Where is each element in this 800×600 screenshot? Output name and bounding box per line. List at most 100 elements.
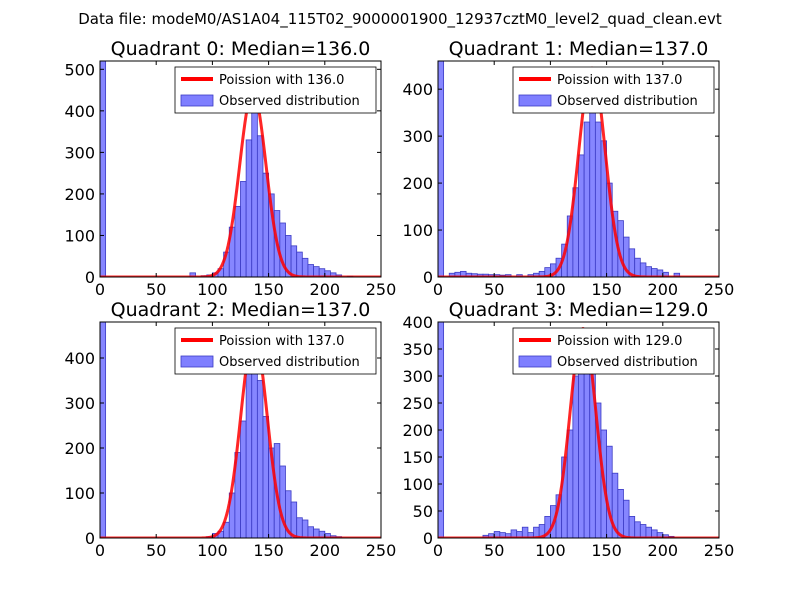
histogram-bar <box>256 135 264 277</box>
quadrant-2-plot-area <box>100 322 381 538</box>
histogram-bar <box>296 517 303 538</box>
legend-line-label: Poission with 137.0 <box>219 334 344 349</box>
chart-title: Quadrant 1: Median=137.0 <box>449 38 709 60</box>
legend-bar-swatch <box>518 94 552 107</box>
x-tick-label: 50 <box>146 280 166 299</box>
y-tick-label: 400 <box>64 102 95 121</box>
histogram-bar <box>589 98 596 277</box>
histogram-bar <box>578 154 585 277</box>
y-tick-label: 0 <box>85 268 95 287</box>
y-tick-label: 200 <box>64 439 95 458</box>
y-tick-label: 100 <box>402 221 433 240</box>
y-tick-label: 400 <box>64 349 95 368</box>
legend: Poission with 129.0 Observed distribution <box>512 327 715 375</box>
histogram-bar <box>240 181 247 277</box>
histogram-bar <box>189 272 196 277</box>
legend-line-label: Poission with 129.0 <box>557 334 682 349</box>
histogram-bar <box>617 488 624 538</box>
chart-title: Quadrant 0: Median=136.0 <box>111 38 371 60</box>
histogram-bar <box>251 348 258 538</box>
quadrant-3-chart: 0 50 100 150 200 250 0 50 100 150 200 250 300 350 400 Q… <box>402 299 734 560</box>
histogram-bar <box>623 499 630 538</box>
histogram-bar <box>634 521 641 538</box>
x-tick-label: 0 <box>433 280 443 299</box>
y-tick-label: 300 <box>64 394 95 413</box>
legend-bar-label: Observed distribution <box>219 355 360 370</box>
legend-bar-swatch <box>180 94 214 107</box>
y-tick-label: 200 <box>64 185 95 204</box>
x-tick-label: 50 <box>484 541 504 560</box>
quadrant-1-chart: 0 50 100 150 200 250 0 100 200 300 400 Quadrant 1: … <box>402 38 734 299</box>
y-tick-label: 0 <box>423 268 433 287</box>
x-tick-label: 200 <box>648 280 679 299</box>
x-tick-label: 100 <box>535 541 566 560</box>
y-tick-label: 250 <box>402 394 433 413</box>
y-tick-label: 300 <box>402 367 433 386</box>
x-tick-label: 200 <box>648 541 679 560</box>
y-tick-label: 50 <box>413 502 433 521</box>
axes-frame <box>99 60 382 278</box>
histogram-bar <box>639 262 647 277</box>
histogram-bar <box>256 380 264 538</box>
legend-line-label: Poission with 136.0 <box>219 73 344 88</box>
x-tick-label: 250 <box>366 280 397 299</box>
histogram-bar <box>566 429 574 538</box>
x-tick-label: 100 <box>197 541 228 560</box>
x-tick-label: 150 <box>591 541 622 560</box>
x-tick-label: 50 <box>484 280 504 299</box>
axes-frame <box>99 321 382 539</box>
y-tick-label: 100 <box>64 484 95 503</box>
y-tick-label: 300 <box>64 143 95 162</box>
histogram-bar <box>521 526 529 538</box>
y-tick-label: 200 <box>402 174 433 193</box>
histogram-bar <box>594 121 602 277</box>
x-tick-label: 200 <box>310 280 341 299</box>
histogram-bar <box>290 245 298 277</box>
legend-bar-label: Observed distribution <box>219 94 360 109</box>
y-tick-label: 300 <box>402 127 433 146</box>
histogram-bar <box>296 251 303 277</box>
figure-suptitle: Data file: modeM0/AS1A04_115T02_90000019… <box>78 10 722 29</box>
histogram-bar <box>307 264 314 277</box>
x-tick-label: 100 <box>535 280 566 299</box>
x-tick-label: 150 <box>591 280 622 299</box>
histogram-bar <box>645 266 652 277</box>
x-tick-label: 50 <box>146 541 166 560</box>
x-tick-label: 200 <box>310 541 341 560</box>
x-tick-label: 250 <box>704 280 735 299</box>
x-tick-label: 0 <box>95 541 105 560</box>
x-tick-label: 0 <box>433 541 443 560</box>
histogram-bar <box>313 266 320 277</box>
quadrant-0-plot-area <box>100 61 381 277</box>
legend: Poission with 137.0 Observed distribution <box>174 327 377 375</box>
legend-bar-swatch <box>180 355 214 368</box>
histogram-bar <box>583 121 591 277</box>
poisson-curve <box>100 90 381 277</box>
axes-frame <box>437 60 720 278</box>
poisson-curve <box>438 66 719 277</box>
legend-bar-swatch <box>518 355 552 368</box>
legend-bar-label: Observed distribution <box>557 94 698 109</box>
histogram-bar <box>234 205 241 277</box>
legend-line-label: Poission with 137.0 <box>557 73 682 88</box>
y-tick-label: 400 <box>402 313 433 332</box>
histogram-bar <box>100 61 107 277</box>
histogram-bar <box>245 139 253 277</box>
histogram-bar <box>301 257 309 277</box>
y-tick-label: 350 <box>402 340 433 359</box>
histogram-bar <box>628 516 636 538</box>
histogram-bar <box>645 526 652 538</box>
poisson-curve <box>100 334 381 538</box>
x-tick-label: 250 <box>704 541 735 560</box>
x-tick-label: 250 <box>366 541 397 560</box>
chart-title: Quadrant 2: Median=137.0 <box>111 299 371 321</box>
y-tick-label: 0 <box>423 529 433 548</box>
y-tick-label: 400 <box>402 80 433 99</box>
histogram-bar <box>251 110 258 277</box>
y-tick-label: 150 <box>402 448 433 467</box>
y-tick-label: 200 <box>402 421 433 440</box>
histogram-bar <box>634 257 641 277</box>
y-tick-label: 0 <box>85 529 95 548</box>
legend-bar-label: Observed distribution <box>557 355 698 370</box>
